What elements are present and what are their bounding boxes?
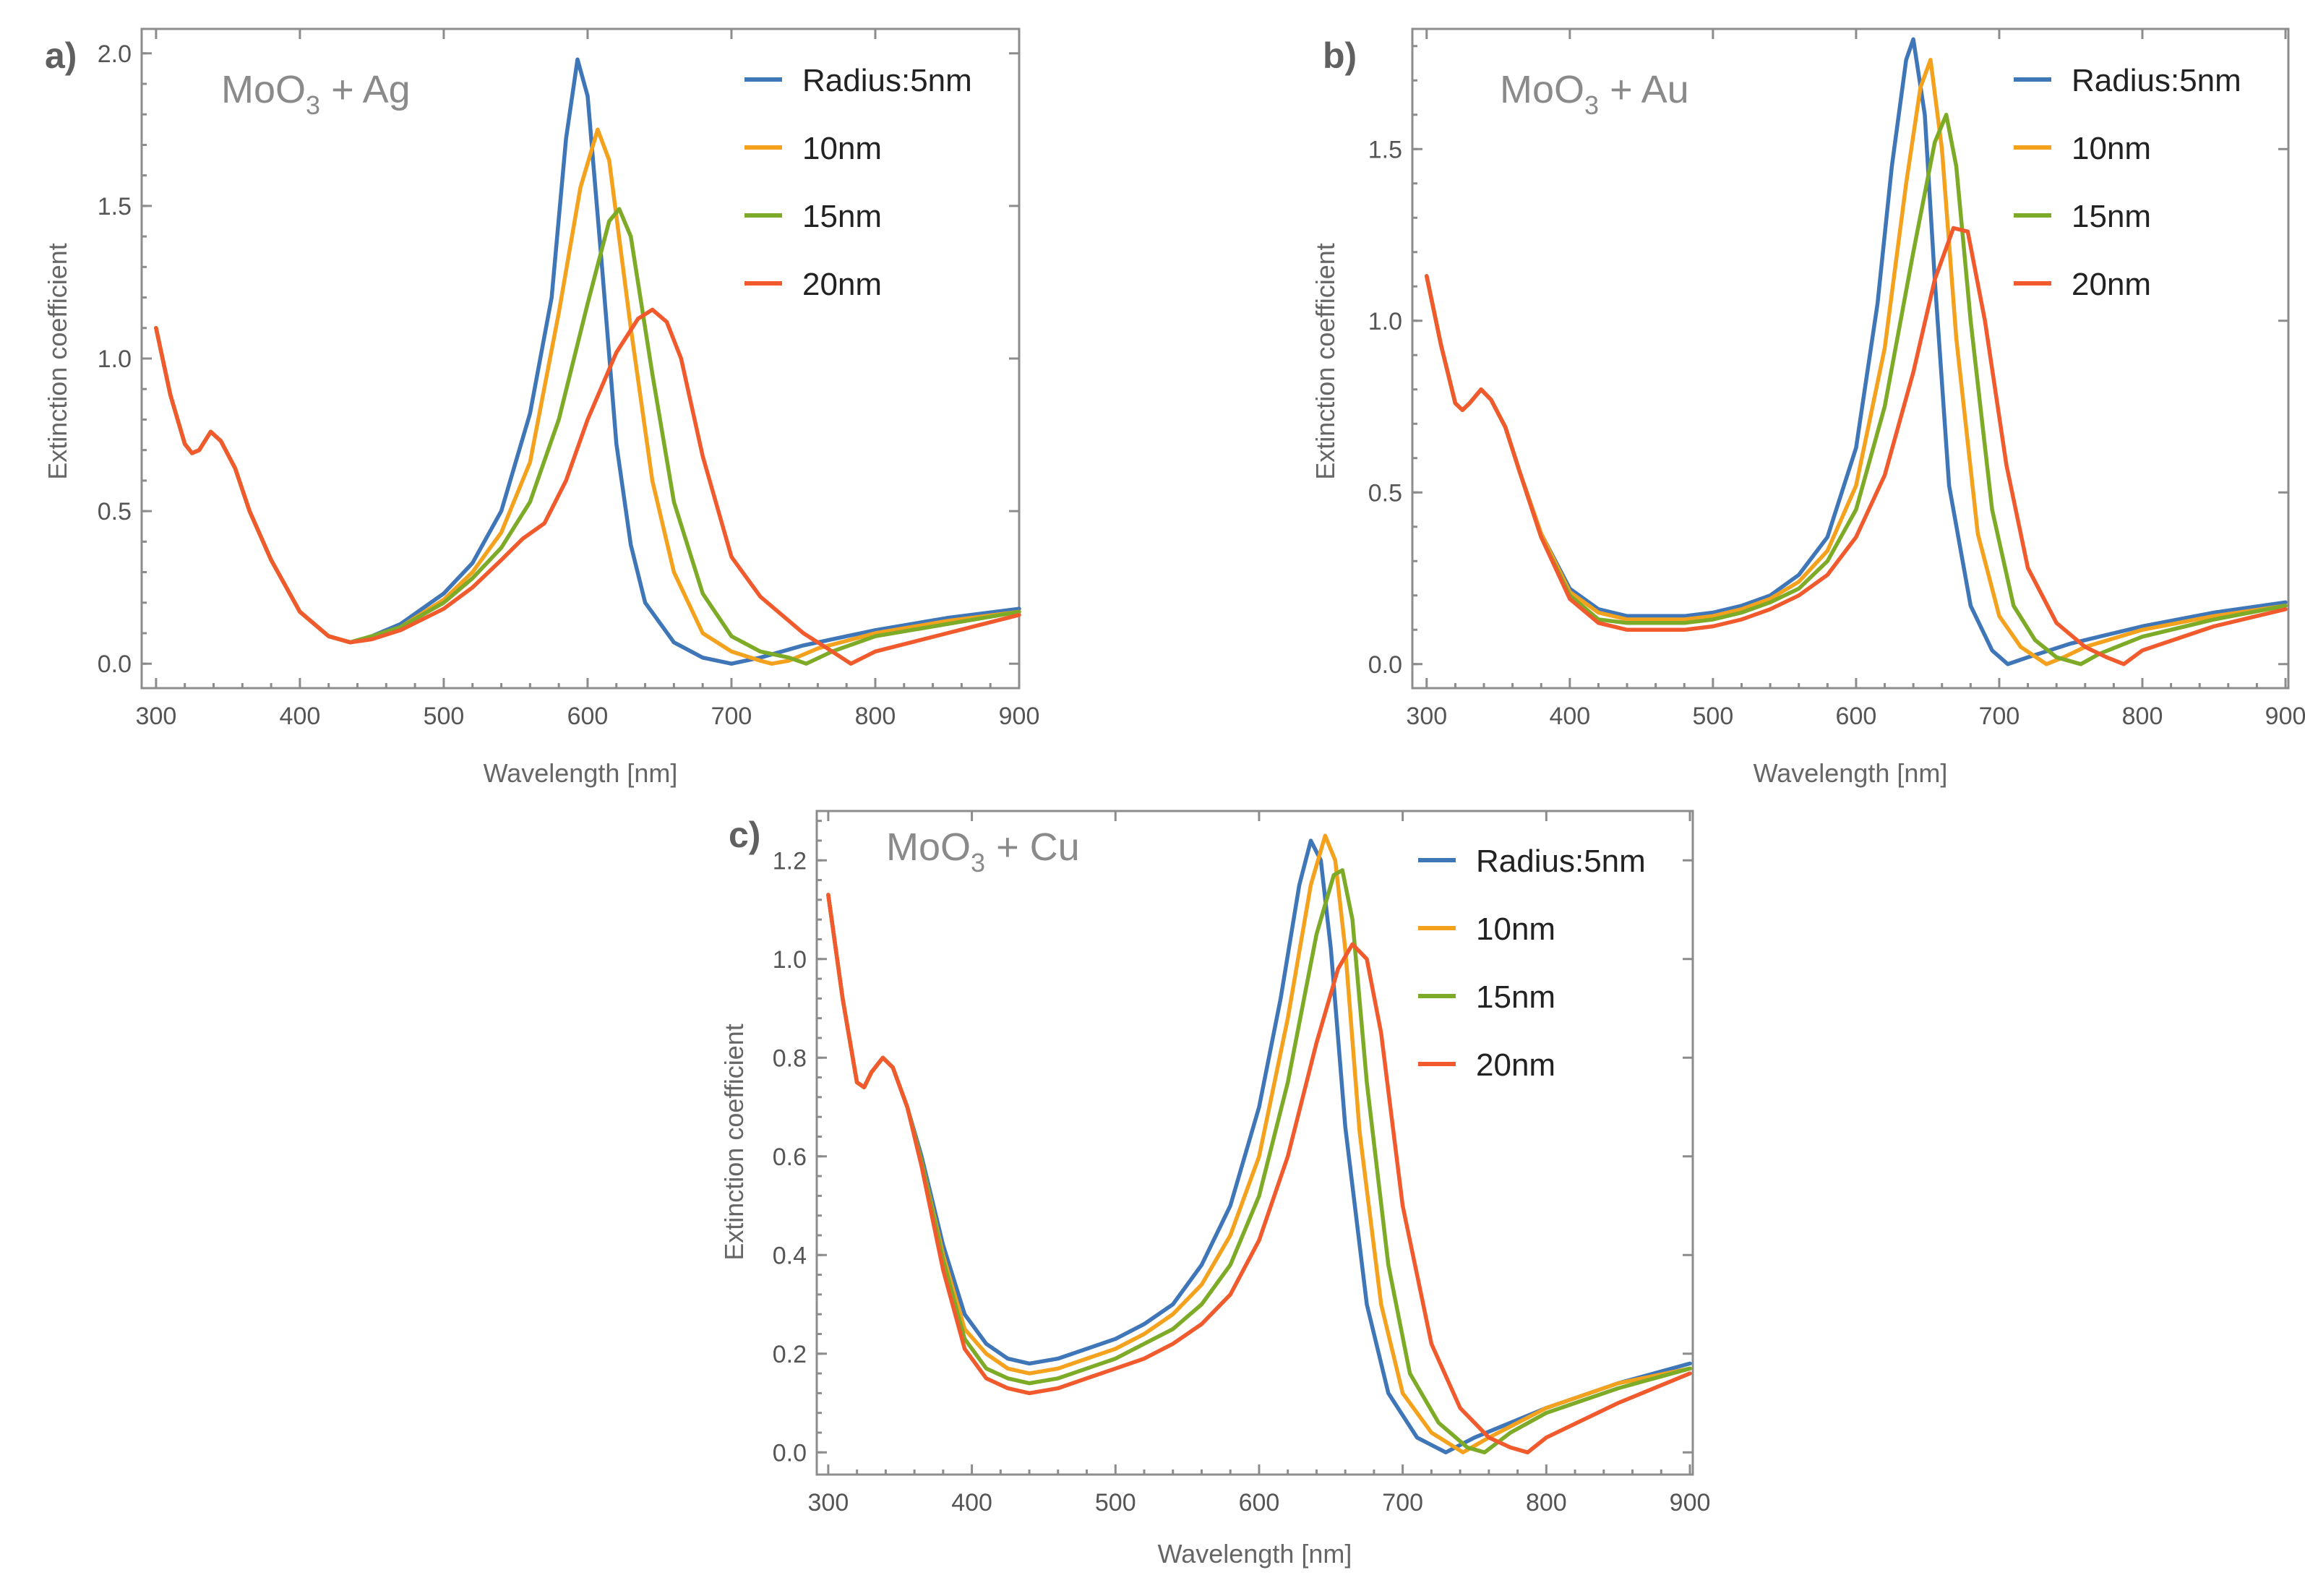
x-tick-label: 400: [951, 1489, 992, 1516]
panel-label: c): [729, 815, 760, 855]
x-tick-label: 900: [2265, 703, 2305, 730]
x-tick-label: 600: [1239, 1489, 1280, 1516]
series-lines: [154, 57, 1021, 666]
x-tick-label: 800: [1526, 1489, 1567, 1516]
plot-frame: [1411, 27, 2290, 690]
panel-label: b): [1323, 35, 1357, 76]
legend-label: Radius:5nm: [1476, 844, 1646, 879]
y-tick-label: 0.0: [1368, 651, 1402, 679]
x-tick-label: 300: [1406, 703, 1447, 730]
x-tick-label: 900: [999, 703, 1040, 730]
x-axis-ticks: 300 400 500 600 700 800 900: [136, 29, 1040, 730]
y-tick-label: 0.2: [773, 1341, 807, 1368]
y-tick-label: 1.0: [98, 346, 132, 373]
y-axis-title: Extinction coefficient: [1310, 243, 1340, 480]
y-tick-label: 0.8: [773, 1044, 807, 1072]
legend: Radius:5nm 10nm 15nm 20nm: [744, 63, 972, 302]
series-lines: [826, 833, 1692, 1455]
x-tick-label: 700: [1382, 1489, 1423, 1516]
series-lines: [1425, 37, 2288, 666]
y-tick-label: 0.5: [1368, 479, 1402, 507]
y-axis-ticks: 0.0 0.5 1.0 1.5: [1368, 45, 2288, 679]
x-tick-label: 500: [1095, 1489, 1136, 1516]
x-tick-label: 700: [711, 703, 752, 730]
legend-label: Radius:5nm: [802, 63, 972, 98]
legend-label: 20nm: [1476, 1047, 1555, 1083]
x-tick-label: 700: [1979, 703, 2020, 730]
series-line-5nm: [154, 57, 1021, 666]
y-tick-label: 0.4: [773, 1242, 807, 1269]
x-tick-label: 800: [2122, 703, 2163, 730]
plot-frame: [815, 810, 1694, 1476]
series-line-20nm: [154, 307, 1021, 666]
series-line-15nm: [154, 207, 1021, 666]
y-tick-label: 0.6: [773, 1144, 807, 1171]
legend: Radius:5nm 10nm 15nm 20nm: [2014, 63, 2241, 302]
y-tick-label: 0.0: [98, 651, 132, 678]
x-tick-label: 600: [567, 703, 609, 730]
plot-frame: [140, 27, 1021, 690]
chart-title: MoO3 + Cu: [886, 825, 1080, 878]
series-line-20nm: [1425, 226, 2288, 666]
x-tick-label: 500: [1693, 703, 1734, 730]
y-tick-label: 1.5: [98, 193, 132, 220]
series-line-10nm: [826, 833, 1692, 1455]
legend-label: 20nm: [2072, 267, 2151, 302]
y-tick-label: 0.5: [98, 498, 132, 525]
y-tick-label: 1.0: [1368, 308, 1402, 335]
y-axis-ticks: 0.0 0.5 1.0 1.5 2.0: [98, 40, 1019, 678]
legend-label: 10nm: [802, 131, 882, 166]
panel-label: a): [45, 35, 77, 76]
series-line-10nm: [1425, 58, 2288, 666]
x-tick-label: 500: [424, 703, 465, 730]
series-line-15nm: [1425, 113, 2288, 666]
x-tick-label: 800: [855, 703, 896, 730]
x-tick-label: 900: [1670, 1489, 1711, 1516]
chart-panel-a: a) MoO3 + Ag 300 400 500 600 700 800 900 0.00.…: [43, 27, 1040, 788]
x-axis-title: Wavelength [nm]: [1158, 1539, 1352, 1569]
x-axis-ticks: 300 400 500 600 700 800 900: [808, 811, 1711, 1516]
x-tick-label: 400: [1549, 703, 1590, 730]
legend: Radius:5nm 10nm 15nm 20nm: [1418, 844, 1646, 1083]
x-tick-label: 300: [808, 1489, 849, 1516]
x-axis-title: Wavelength [nm]: [1754, 758, 1948, 788]
x-axis-title: Wavelength [nm]: [484, 758, 678, 788]
y-tick-label: 1.0: [773, 946, 807, 974]
legend-label: 20nm: [802, 267, 882, 302]
chart-title: MoO3 + Au: [1500, 68, 1689, 120]
legend-label: Radius:5nm: [2072, 63, 2241, 98]
series-line-20nm: [826, 893, 1692, 1455]
chart-panel-c: c) MoO3 + Cu 300 400 500 600 700 800 900 0.00.…: [719, 810, 1711, 1569]
y-tick-label: 0.0: [773, 1439, 807, 1467]
series-line-5nm: [826, 838, 1692, 1455]
y-axis-title: Extinction coefficient: [43, 243, 72, 480]
legend-label: 10nm: [2072, 131, 2151, 166]
chart-panel-b: b) MoO3 + Au 300 400 500 600 700 800 900 0.00.…: [1310, 27, 2305, 788]
legend-label: 15nm: [1476, 979, 1555, 1015]
y-tick-label: 1.5: [1368, 136, 1402, 163]
y-axis-ticks: 0.0 0.2 0.4 0.6 0.8 1.0 1.2: [773, 820, 1693, 1467]
legend-label: 15nm: [802, 199, 882, 234]
chart-title: MoO3 + Ag: [221, 68, 411, 120]
x-tick-label: 300: [136, 703, 177, 730]
x-tick-label: 600: [1836, 703, 1877, 730]
x-axis-ticks: 300 400 500 600 700 800 900: [1406, 29, 2305, 730]
legend-label: 15nm: [2072, 199, 2151, 234]
x-tick-label: 400: [280, 703, 321, 730]
y-tick-label: 2.0: [98, 40, 132, 68]
y-axis-title: Extinction coefficient: [719, 1024, 749, 1261]
y-tick-label: 1.2: [773, 847, 807, 875]
legend-label: 10nm: [1476, 911, 1555, 947]
